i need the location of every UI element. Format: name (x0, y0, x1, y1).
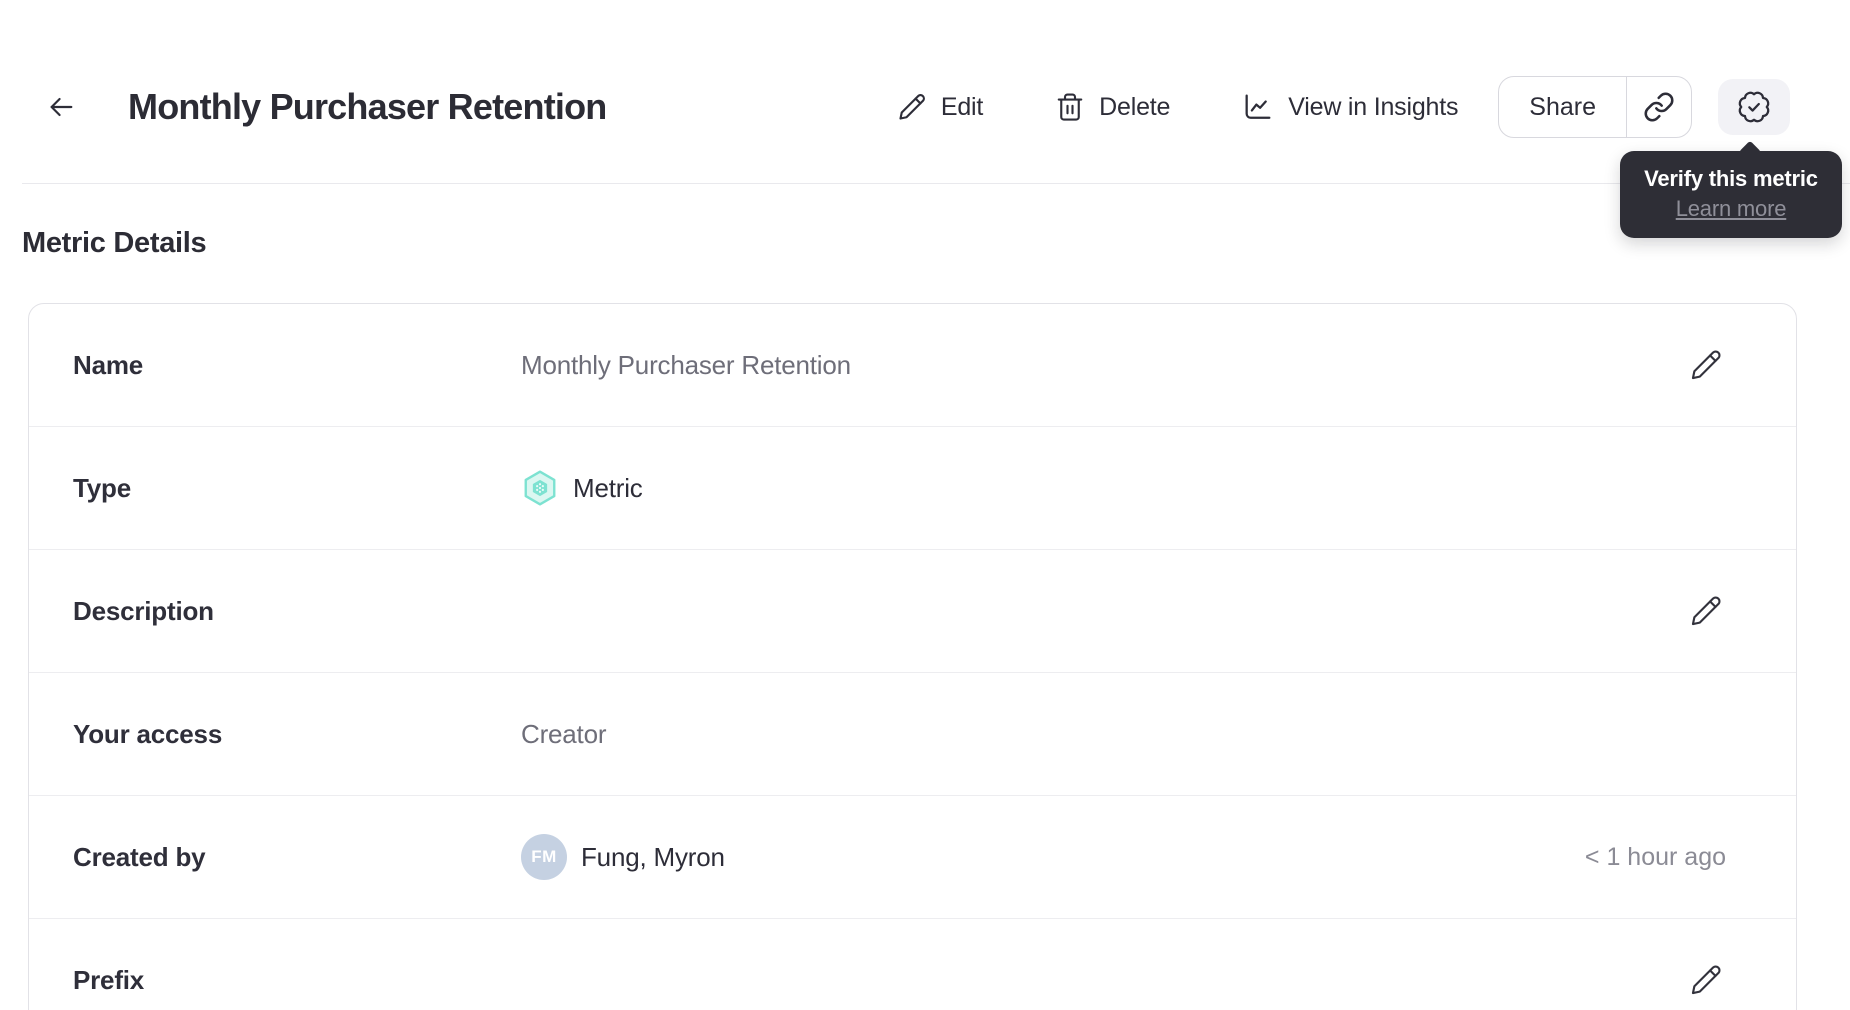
detail-row-prefix: Prefix (29, 918, 1796, 1010)
delete-button[interactable]: Delete (1055, 92, 1170, 122)
header: Monthly Purchaser Retention Edit (44, 76, 1790, 138)
row-label-type: Type (73, 472, 131, 503)
row-label-name: Name (73, 349, 144, 380)
row-label-your-access: Your access (73, 718, 223, 749)
view-in-insights-button[interactable]: View in Insights (1242, 91, 1458, 123)
arrow-left-icon (46, 92, 76, 122)
detail-row-name: Name Monthly Purchaser Retention (29, 304, 1796, 426)
row-label-prefix: Prefix (73, 964, 145, 995)
edit-description-button[interactable] (1686, 591, 1726, 631)
page-title: Monthly Purchaser Retention (128, 86, 607, 127)
verified-badge-icon (1737, 90, 1771, 124)
detail-row-created-by: Created by FM Fung, Myron < 1 hour ago (29, 795, 1796, 918)
link-icon (1643, 91, 1675, 123)
creator-avatar: FM (521, 834, 567, 880)
pencil-icon (1689, 594, 1723, 628)
type-value-label: Metric (573, 472, 643, 503)
detail-row-description: Description (29, 549, 1796, 672)
row-label-description: Description (73, 595, 214, 626)
edit-name-button[interactable] (1686, 345, 1726, 385)
header-divider (22, 183, 1850, 184)
row-value-your-access: Creator (521, 718, 607, 749)
creator-name: Fung, Myron (581, 841, 725, 872)
detail-row-type: Type Metric (29, 426, 1796, 549)
pencil-icon (897, 92, 927, 122)
copy-link-button[interactable] (1626, 76, 1692, 138)
metric-details-card: Name Monthly Purchaser Retention Type (28, 303, 1797, 1010)
line-chart-icon (1242, 91, 1274, 123)
metric-hexagon-icon (521, 469, 559, 507)
row-label-created-by: Created by (73, 841, 206, 872)
created-timestamp: < 1 hour ago (1584, 842, 1726, 871)
share-button-group: Share (1498, 76, 1692, 138)
delete-button-label: Delete (1099, 92, 1171, 121)
view-in-insights-label: View in Insights (1288, 92, 1459, 121)
share-button-label: Share (1529, 92, 1596, 121)
verify-tooltip-title: Verify this metric (1644, 166, 1818, 191)
learn-more-link[interactable]: Learn more (1675, 196, 1787, 221)
section-heading: Metric Details (22, 227, 207, 259)
edit-button-label: Edit (940, 92, 984, 121)
row-value-name: Monthly Purchaser Retention (521, 349, 851, 380)
pencil-icon (1689, 963, 1723, 997)
verify-tooltip: Verify this metric Learn more (1620, 151, 1842, 238)
edit-prefix-button[interactable] (1686, 960, 1726, 1000)
trash-icon (1055, 92, 1085, 122)
back-button[interactable] (44, 90, 78, 124)
row-value-type: Metric (521, 469, 1726, 507)
verify-metric-button[interactable] (1718, 79, 1790, 135)
edit-button[interactable]: Edit (897, 92, 983, 122)
row-value-created-by: FM Fung, Myron (521, 834, 1585, 880)
header-actions: Edit Delete (897, 76, 1790, 138)
share-button[interactable]: Share (1498, 76, 1627, 138)
pencil-icon (1689, 348, 1723, 382)
detail-row-your-access: Your access Creator (29, 672, 1796, 795)
